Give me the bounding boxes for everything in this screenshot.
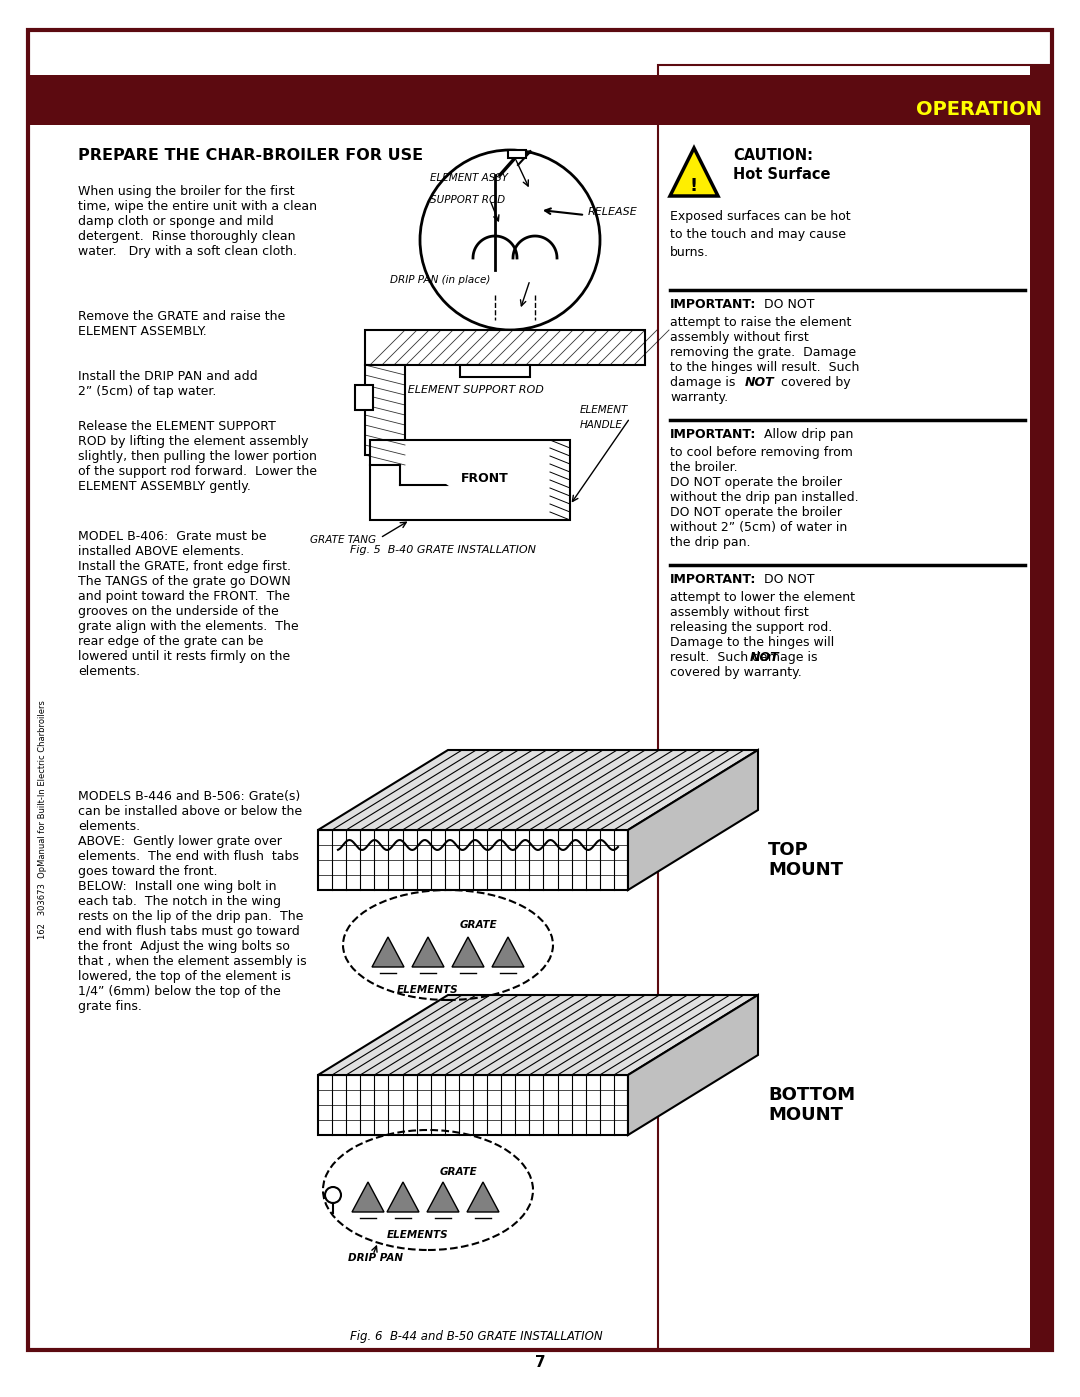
Text: CAUTION:: CAUTION: — [733, 148, 813, 163]
Text: BOTTOM
MOUNT: BOTTOM MOUNT — [768, 1085, 855, 1125]
Text: Allow drip pan: Allow drip pan — [760, 427, 853, 441]
Text: attempt to lower the element: attempt to lower the element — [670, 591, 855, 604]
Text: 162   303673  OpManual for Built-In Electric Charbroilers: 162 303673 OpManual for Built-In Electri… — [39, 700, 48, 939]
Text: to cool before removing from: to cool before removing from — [670, 446, 853, 460]
Polygon shape — [670, 148, 718, 196]
Polygon shape — [492, 937, 524, 967]
Text: SUPPORT ROD: SUPPORT ROD — [430, 196, 505, 205]
Text: result.  Such damage is: result. Such damage is — [670, 651, 822, 664]
Polygon shape — [352, 1182, 384, 1213]
Text: OPERATION: OPERATION — [916, 101, 1042, 119]
Bar — [658, 66, 1052, 1350]
Text: without the drip pan installed.: without the drip pan installed. — [670, 490, 859, 504]
Bar — [1030, 66, 1052, 1350]
Text: IMPORTANT:: IMPORTANT: — [670, 427, 756, 441]
Text: assembly without first: assembly without first — [670, 331, 809, 344]
Polygon shape — [372, 937, 404, 967]
Text: Release the ELEMENT SUPPORT
ROD by lifting the element assembly
slightly, then p: Release the ELEMENT SUPPORT ROD by lifti… — [78, 420, 318, 493]
Text: MODEL B-406:  Grate must be
installed ABOVE elements.
Install the GRATE, front e: MODEL B-406: Grate must be installed ABO… — [78, 529, 299, 678]
Text: HANDLE: HANDLE — [580, 420, 623, 430]
Circle shape — [325, 1187, 341, 1203]
Text: the drip pan.: the drip pan. — [670, 536, 751, 549]
Text: DO NOT operate the broiler: DO NOT operate the broiler — [670, 506, 842, 520]
Polygon shape — [627, 995, 758, 1134]
Polygon shape — [387, 1182, 419, 1213]
Text: DO NOT: DO NOT — [760, 573, 814, 585]
Text: damage is: damage is — [670, 376, 740, 388]
Bar — [370, 440, 570, 520]
Circle shape — [420, 149, 600, 330]
Polygon shape — [411, 937, 444, 967]
FancyArrow shape — [445, 468, 515, 496]
Bar — [460, 365, 530, 377]
Text: When using the broiler for the first
time, wipe the entire unit with a clean
dam: When using the broiler for the first tim… — [78, 184, 318, 258]
Text: IMPORTANT:: IMPORTANT: — [670, 573, 756, 585]
Text: ELEMENTS: ELEMENTS — [388, 1229, 449, 1241]
Text: DRIP PAN: DRIP PAN — [348, 1253, 403, 1263]
Text: covered by warranty.: covered by warranty. — [670, 666, 801, 679]
Text: Damage to the hinges will: Damage to the hinges will — [670, 636, 834, 650]
Text: 7: 7 — [535, 1355, 545, 1370]
Text: Remove the GRATE and raise the
ELEMENT ASSEMBLY.: Remove the GRATE and raise the ELEMENT A… — [78, 310, 285, 338]
Polygon shape — [318, 1076, 627, 1134]
Text: FRONT: FRONT — [461, 472, 509, 485]
Text: DO NOT operate the broiler: DO NOT operate the broiler — [670, 476, 842, 489]
Bar — [365, 365, 405, 455]
Text: Fig. 6  B-44 and B-50 GRATE INSTALLATION: Fig. 6 B-44 and B-50 GRATE INSTALLATION — [350, 1330, 603, 1343]
Text: NOT: NOT — [745, 376, 774, 388]
Polygon shape — [318, 830, 627, 890]
Text: assembly without first: assembly without first — [670, 606, 809, 619]
Text: IMPORTANT:: IMPORTANT: — [670, 298, 756, 312]
Text: GRATE: GRATE — [440, 1166, 477, 1178]
Polygon shape — [467, 1182, 499, 1213]
Text: without 2” (5cm) of water in: without 2” (5cm) of water in — [670, 521, 847, 534]
Text: PREPARE THE CHAR-BROILER FOR USE: PREPARE THE CHAR-BROILER FOR USE — [78, 148, 423, 163]
Text: DRIP PAN (in place): DRIP PAN (in place) — [390, 275, 490, 285]
Text: Fig. 4  ELEMENT SUPPORT ROD: Fig. 4 ELEMENT SUPPORT ROD — [370, 386, 544, 395]
Text: Exposed surfaces can be hot
to the touch and may cause
burns.: Exposed surfaces can be hot to the touch… — [670, 210, 851, 258]
Polygon shape — [318, 995, 758, 1076]
Text: to the hinges will result.  Such: to the hinges will result. Such — [670, 360, 860, 374]
Text: TOP
MOUNT: TOP MOUNT — [768, 841, 843, 879]
Text: Fig. 5  B-40 GRATE INSTALLATION: Fig. 5 B-40 GRATE INSTALLATION — [350, 545, 536, 555]
Text: GRATE: GRATE — [459, 921, 497, 930]
Bar — [508, 149, 526, 158]
Text: ELEMENTS: ELEMENTS — [397, 985, 459, 995]
Text: warranty.: warranty. — [670, 391, 728, 404]
Text: ELEMENT: ELEMENT — [580, 405, 629, 415]
Bar — [365, 330, 645, 365]
Text: DO NOT: DO NOT — [760, 298, 814, 312]
Polygon shape — [627, 750, 758, 890]
Bar — [355, 386, 373, 409]
Text: NOT: NOT — [750, 651, 780, 664]
Text: Hot Surface: Hot Surface — [733, 168, 831, 182]
Text: releasing the support rod.: releasing the support rod. — [670, 622, 833, 634]
Text: covered by: covered by — [777, 376, 851, 388]
Text: removing the grate.  Damage: removing the grate. Damage — [670, 346, 856, 359]
Polygon shape — [318, 750, 758, 830]
Text: MODELS B-446 and B-506: Grate(s)
can be installed above or below the
elements.
A: MODELS B-446 and B-506: Grate(s) can be … — [78, 789, 307, 1013]
Bar — [28, 75, 1052, 124]
Text: attempt to raise the element: attempt to raise the element — [670, 316, 851, 330]
Polygon shape — [427, 1182, 459, 1213]
Text: !: ! — [690, 177, 698, 196]
Text: RELEASE: RELEASE — [588, 207, 638, 217]
Polygon shape — [453, 937, 484, 967]
Text: the broiler.: the broiler. — [670, 461, 738, 474]
Text: Install the DRIP PAN and add
2” (5cm) of tap water.: Install the DRIP PAN and add 2” (5cm) of… — [78, 370, 258, 398]
Text: ELEMENT ASSY: ELEMENT ASSY — [430, 173, 508, 183]
Text: GRATE TANG: GRATE TANG — [310, 535, 376, 545]
